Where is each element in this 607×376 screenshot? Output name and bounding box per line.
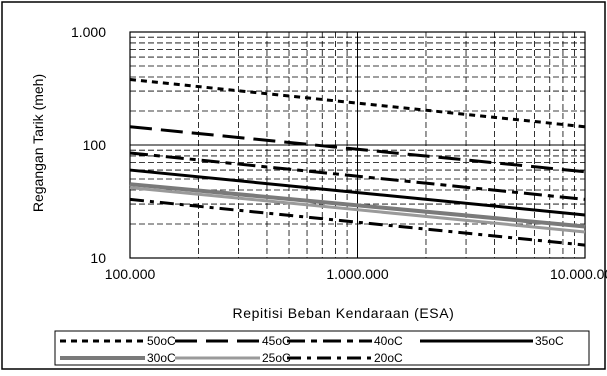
series-line-45oC — [129, 125, 586, 174]
x-tick-label: 1.000.000 — [326, 266, 388, 282]
y-tick-label: 10 — [90, 250, 106, 266]
legend-label: 35oC — [535, 334, 564, 348]
y-axis-title: Regangan Tarik (meh) — [30, 74, 46, 212]
legend-label: 40oC — [374, 334, 403, 348]
legend-label: 20oC — [374, 351, 403, 365]
legend-label: 50oC — [147, 334, 176, 348]
series-line-40oC — [129, 151, 586, 201]
plot-area-border — [129, 31, 586, 259]
x-axis-title: Repitisi Beban Kendaraan (ESA) — [233, 305, 455, 321]
series-line-30oC — [129, 182, 586, 229]
series-line-35oC — [129, 168, 586, 217]
legend-label: 25oC — [262, 351, 291, 365]
series-line-25oC — [129, 186, 586, 234]
y-tick-label: 100 — [83, 137, 107, 153]
y-tick-label: 1.000 — [71, 24, 106, 40]
x-tick-label: 100.000 — [105, 266, 156, 282]
x-tick-label: 10.000.000 — [550, 266, 607, 282]
series-line-20oC — [129, 197, 586, 247]
legend-label: 30oC — [147, 351, 176, 365]
legend-label: 45oC — [262, 334, 291, 348]
